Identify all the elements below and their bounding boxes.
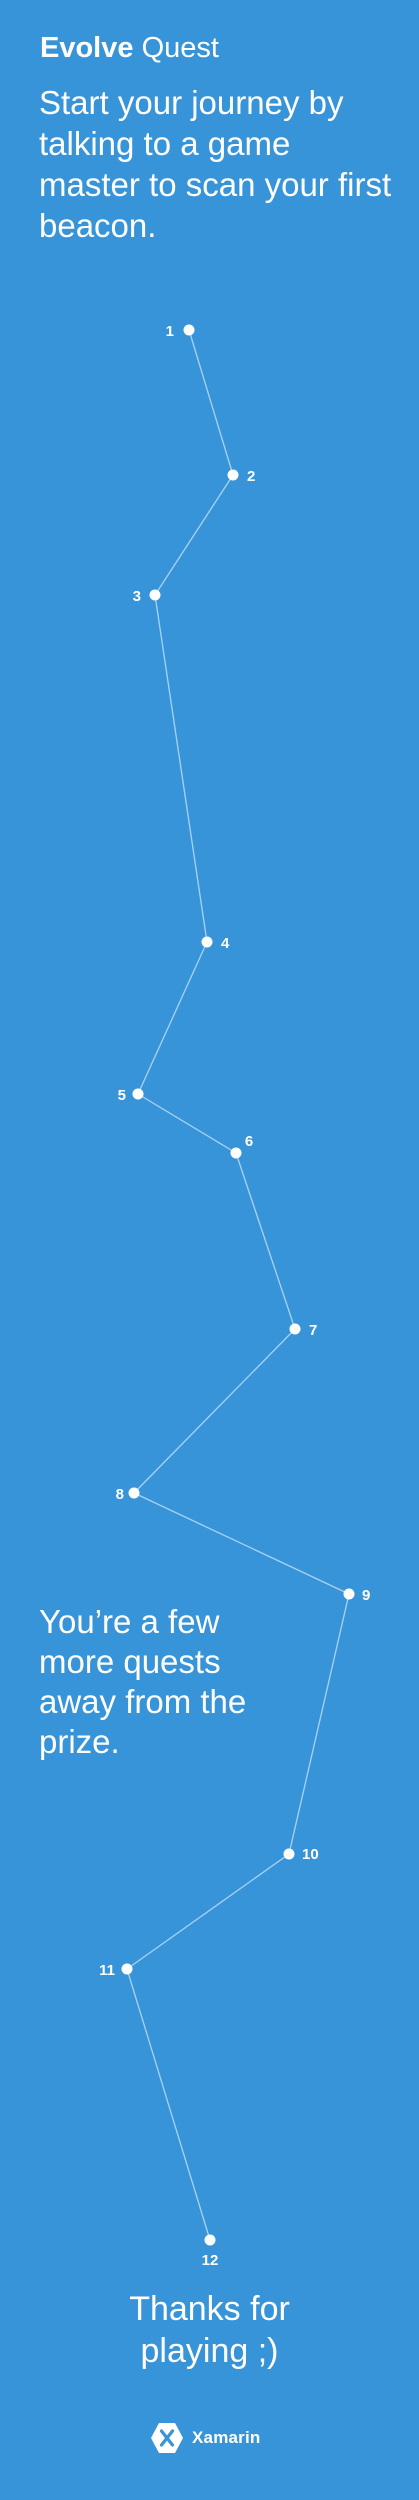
path-segment-11-12 [126, 1968, 211, 2241]
beacon-12-dot [204, 2234, 216, 2246]
path-segment-9-10 [288, 1593, 350, 1855]
intro-message: Start your journey by talking to a game … [39, 84, 392, 244]
beacon-4-label: 4 [221, 935, 230, 952]
path-segment-3-4 [154, 594, 208, 943]
beacon-7-dot [289, 1323, 301, 1335]
beacon-5-label: 5 [118, 1087, 126, 1104]
path-segment-4-5 [137, 941, 208, 1095]
beacon-2-dot [227, 469, 239, 481]
quest-path-lines [126, 329, 350, 2241]
beacon-4-dot [201, 936, 213, 948]
beacon-3-dot [149, 589, 161, 601]
path-segment-1-2 [188, 329, 234, 476]
beacon-6-label: 6 [245, 1133, 253, 1150]
thanks-message: Thanks for playing ;) [0, 2288, 419, 2372]
beacon-1-label: 1 [166, 323, 174, 340]
beacon-10-label: 10 [302, 1846, 319, 1863]
beacon-6-dot [230, 1147, 242, 1159]
xamarin-brand: Xamarin [150, 2420, 261, 2456]
beacon-9-dot [343, 1588, 355, 1600]
beacon-8-dot [128, 1487, 140, 1499]
beacon-10-dot [283, 1848, 295, 1860]
path-segment-2-3 [154, 474, 234, 596]
beacon-9-label: 9 [362, 1587, 370, 1604]
beacon-8-label: 8 [116, 1486, 124, 1503]
beacon-1-dot [183, 324, 195, 336]
thanks-line-1: Thanks for [129, 2290, 290, 2328]
beacon-7-label: 7 [309, 1322, 317, 1339]
beacon-2-label: 2 [247, 468, 255, 485]
beacon-11-dot [121, 1963, 133, 1975]
path-segment-6-7 [235, 1152, 296, 1330]
path-segment-8-9 [133, 1492, 350, 1595]
path-segment-10-11 [126, 1853, 290, 1970]
thanks-line-2: playing ;) [140, 2332, 279, 2370]
path-segment-5-6 [137, 1093, 237, 1154]
app-title: Evolve Quest [40, 30, 219, 66]
xamarin-logo-icon [151, 2423, 183, 2453]
beacon-5-dot [132, 1088, 144, 1100]
beacon-3-label: 3 [133, 588, 141, 605]
app-title-strong: Evolve [40, 32, 134, 64]
brand-name: Xamarin [192, 2428, 261, 2447]
progress-message: You’re a few more quests away from the p… [39, 1603, 247, 1760]
app-title-light: Quest [141, 32, 219, 64]
beacon-12-label: 12 [202, 2252, 219, 2269]
path-segment-7-8 [133, 1328, 296, 1494]
beacon-11-label: 11 [99, 1962, 115, 1979]
